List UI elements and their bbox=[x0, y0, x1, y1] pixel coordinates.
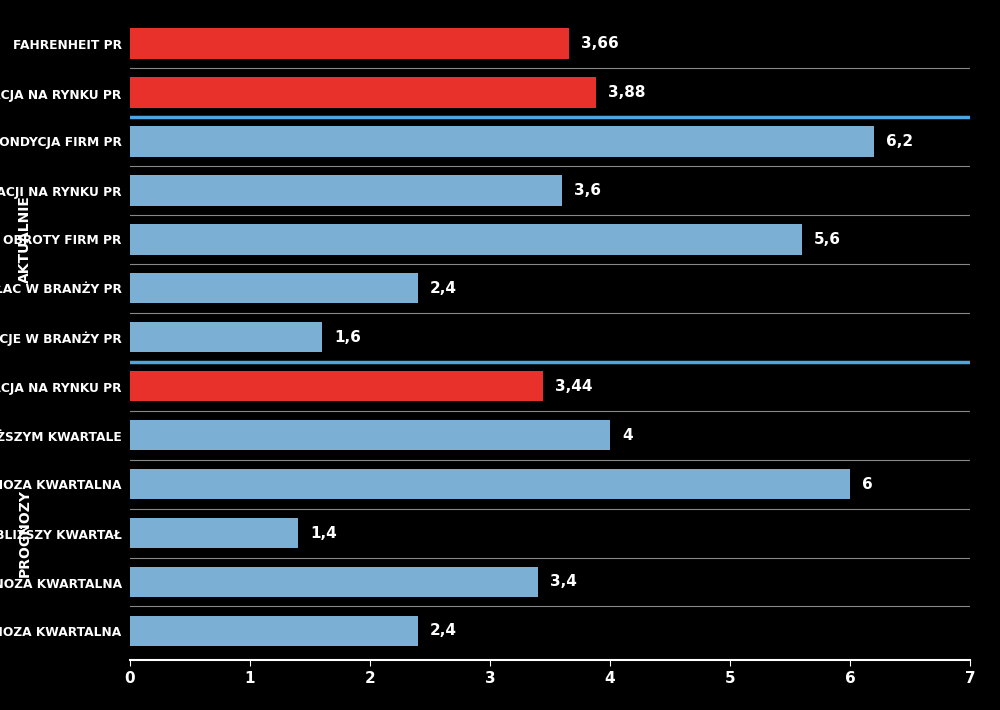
Text: 3,6: 3,6 bbox=[574, 183, 601, 198]
Bar bbox=[130, 567, 538, 597]
Text: 2,4: 2,4 bbox=[430, 623, 457, 638]
Bar bbox=[130, 224, 802, 254]
Text: 3,66: 3,66 bbox=[581, 36, 619, 51]
Bar bbox=[130, 322, 322, 352]
Text: PROGNOZY: PROGNOZY bbox=[18, 489, 32, 577]
Bar bbox=[130, 371, 543, 401]
Text: 1,4: 1,4 bbox=[310, 525, 337, 540]
Text: 2,4: 2,4 bbox=[430, 280, 457, 296]
Bar bbox=[130, 126, 874, 157]
Text: 1,6: 1,6 bbox=[334, 329, 361, 345]
Text: 3,88: 3,88 bbox=[608, 85, 645, 100]
Bar bbox=[130, 420, 610, 450]
Text: 6: 6 bbox=[862, 476, 873, 491]
Bar bbox=[130, 77, 596, 108]
Bar bbox=[130, 616, 418, 646]
Bar bbox=[130, 518, 298, 548]
Bar bbox=[130, 175, 562, 206]
Text: 4: 4 bbox=[622, 427, 633, 442]
Text: 6,2: 6,2 bbox=[886, 134, 913, 149]
Text: AKTUALNIE: AKTUALNIE bbox=[18, 195, 32, 283]
Text: 5,6: 5,6 bbox=[814, 232, 841, 247]
Bar bbox=[130, 28, 569, 59]
Text: 3,4: 3,4 bbox=[550, 574, 577, 589]
Text: 3,44: 3,44 bbox=[555, 378, 592, 394]
Bar bbox=[130, 273, 418, 303]
Bar bbox=[130, 469, 850, 499]
